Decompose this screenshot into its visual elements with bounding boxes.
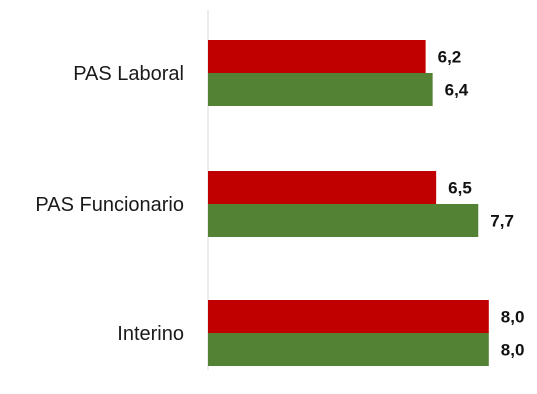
category-label: PAS Laboral [73,63,184,85]
data-label: 8,0 [501,308,525,327]
bar [208,300,489,333]
data-label: 6,4 [445,81,469,100]
data-label: 7,7 [490,212,514,231]
bar [208,73,433,106]
bar [208,171,437,204]
bar [208,333,489,366]
category-label: Interino [117,323,184,345]
data-label: 6,5 [448,179,472,198]
data-label: 8,0 [501,341,525,360]
bar [208,204,479,237]
data-label: 6,2 [438,48,462,67]
category-label: PAS Funcionario [35,194,184,216]
bar [208,40,426,73]
